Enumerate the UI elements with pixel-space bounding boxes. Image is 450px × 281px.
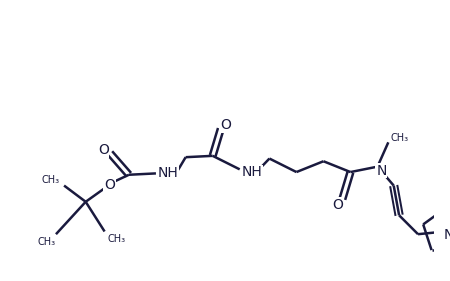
Text: CH₃: CH₃ <box>37 237 55 247</box>
Text: N: N <box>444 228 450 242</box>
Text: CH₃: CH₃ <box>41 175 60 185</box>
Text: O: O <box>98 143 109 157</box>
Text: CH₃: CH₃ <box>107 234 125 244</box>
Text: NH: NH <box>157 166 178 180</box>
Text: O: O <box>104 178 115 192</box>
Text: O: O <box>220 118 231 132</box>
Text: N: N <box>376 164 387 178</box>
Text: O: O <box>332 198 343 212</box>
Text: CH₃: CH₃ <box>391 133 409 142</box>
Text: NH: NH <box>242 165 263 179</box>
